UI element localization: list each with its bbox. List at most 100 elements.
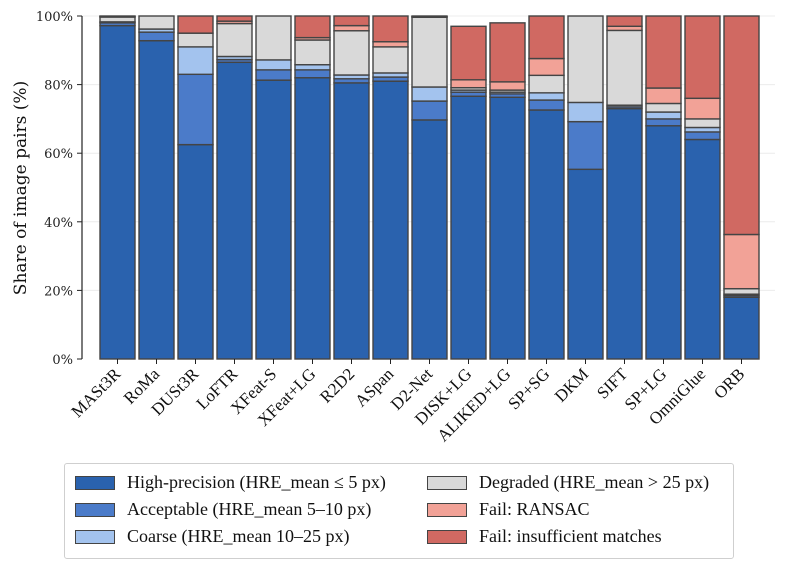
bar-segment (411, 86, 448, 102)
bar-segment (723, 233, 760, 290)
bar-stack-disk-lg (450, 25, 487, 360)
bars (99, 15, 760, 360)
legend-label: Degraded (HRE_mean > 25 px) (479, 472, 710, 492)
bar-segment (645, 118, 682, 127)
bar-stack-loftr (216, 15, 253, 360)
bar-stack-xfeat-lg (294, 15, 331, 360)
y-tick-label: 40% (44, 216, 73, 231)
bar-stack-sp-sg (528, 15, 565, 360)
bar-stack-omniglue (684, 15, 721, 360)
y-axis: 0% 20% 40% 60% 80% 100% (36, 10, 83, 368)
bar-segment (567, 15, 604, 104)
bar-segment (567, 120, 604, 171)
bar-segment (411, 100, 448, 121)
bar-segment (684, 118, 721, 129)
bar-segment (645, 111, 682, 120)
bar-segment (684, 138, 721, 360)
x-tick-label: DKM (551, 364, 592, 405)
x-tick-label: SP+SG (504, 364, 553, 413)
bar-segment (450, 79, 487, 89)
y-tick-label: 60% (44, 147, 73, 162)
bar-segment (333, 24, 370, 32)
legend-label: Fail: insufficient matches (479, 526, 662, 546)
bar-segment (723, 296, 760, 360)
y-tick-label: 100% (36, 10, 73, 25)
bar-segment (645, 102, 682, 113)
legend-swatch (427, 529, 467, 544)
bar-stack-roma (138, 15, 175, 360)
bar-segment (372, 41, 409, 48)
bar-segment (567, 101, 604, 123)
bar-segment (372, 15, 409, 43)
bar-segment (138, 39, 175, 360)
bar-segment (606, 107, 643, 360)
bar-segment (255, 15, 292, 61)
bar-segment (294, 39, 331, 66)
x-axis: MASt3RRoMaDUSt3RLoFTRXFeat-SXFeat+LGR2D2… (67, 359, 748, 445)
bar-segment (489, 96, 526, 360)
bar-segment (255, 69, 292, 81)
y-tick-label: 80% (44, 79, 73, 94)
bar-segment (567, 168, 604, 360)
bar-stack-xfeat-s (255, 15, 292, 360)
bar-segment (411, 119, 448, 360)
bar-stack-dust3r (177, 15, 214, 360)
stacked-bar-chart: 0% 20% 40% 60% 80% 100% MASt3RRoMaDUSt3RLoFTR… (11, 10, 775, 445)
bar-segment (255, 79, 292, 360)
bar-segment (450, 25, 487, 81)
legend-label: High-precision (HRE_mean ≤ 5 px) (127, 472, 386, 492)
bar-segment (645, 125, 682, 360)
bar-stack-aspan (372, 15, 409, 360)
bar-segment (216, 15, 253, 22)
bar-segment (177, 15, 214, 34)
bar-segment (528, 99, 565, 111)
legend-item: Fail: RANSAC (427, 499, 590, 520)
legend-item: Coarse (HRE_mean 10–25 px) (75, 526, 349, 547)
legend-item: Degraded (HRE_mean > 25 px) (427, 472, 709, 493)
legend-item: Fail: insufficient matches (427, 526, 662, 547)
bar-segment (645, 87, 682, 105)
bar-segment (528, 74, 565, 94)
legend-swatch (427, 502, 467, 517)
x-tick-label: ORB (710, 364, 748, 402)
legend-swatch (75, 475, 115, 490)
bar-segment (177, 143, 214, 360)
y-tick-label: 20% (44, 284, 73, 299)
bar-segment (606, 15, 643, 27)
bar-stack-sift (606, 15, 643, 360)
bar-segment (294, 69, 331, 79)
bar-stack-r2d2 (333, 15, 370, 360)
bar-segment (216, 22, 253, 58)
bar-segment (372, 80, 409, 360)
bar-segment (489, 22, 526, 83)
bar-segment (489, 81, 526, 91)
legend-label: Fail: RANSAC (479, 499, 590, 519)
bar-stack-dkm (567, 15, 604, 360)
bar-stack-sp-lg (645, 15, 682, 360)
legend-label: Coarse (HRE_mean 10–25 px) (127, 526, 350, 546)
bar-segment (684, 97, 721, 120)
bar-segment (177, 73, 214, 146)
x-tick-label: R2D2 (316, 364, 358, 406)
legend-item: Acceptable (HRE_mean 5–10 px) (75, 499, 371, 520)
bar-segment (294, 77, 331, 360)
bar-segment (684, 15, 721, 100)
bar-segment (294, 64, 331, 71)
bar-segment (138, 15, 175, 30)
bar-segment (99, 16, 136, 23)
bar-stack-orb (723, 15, 760, 360)
bar-segment (528, 109, 565, 360)
bar-segment (333, 30, 370, 76)
bar-segment (645, 15, 682, 89)
bar-segment (606, 29, 643, 106)
bar-stack-d2-net (411, 15, 448, 360)
bar-segment (528, 92, 565, 101)
bar-segment (723, 15, 760, 236)
bar-segment (255, 59, 292, 71)
legend-swatch (427, 475, 467, 490)
bar-segment (723, 287, 760, 295)
legend-label: Acceptable (HRE_mean 5–10 px) (127, 499, 372, 519)
x-tick-label: MASt3R (67, 364, 124, 421)
bar-segment (216, 61, 253, 360)
bar-segment (99, 24, 136, 360)
